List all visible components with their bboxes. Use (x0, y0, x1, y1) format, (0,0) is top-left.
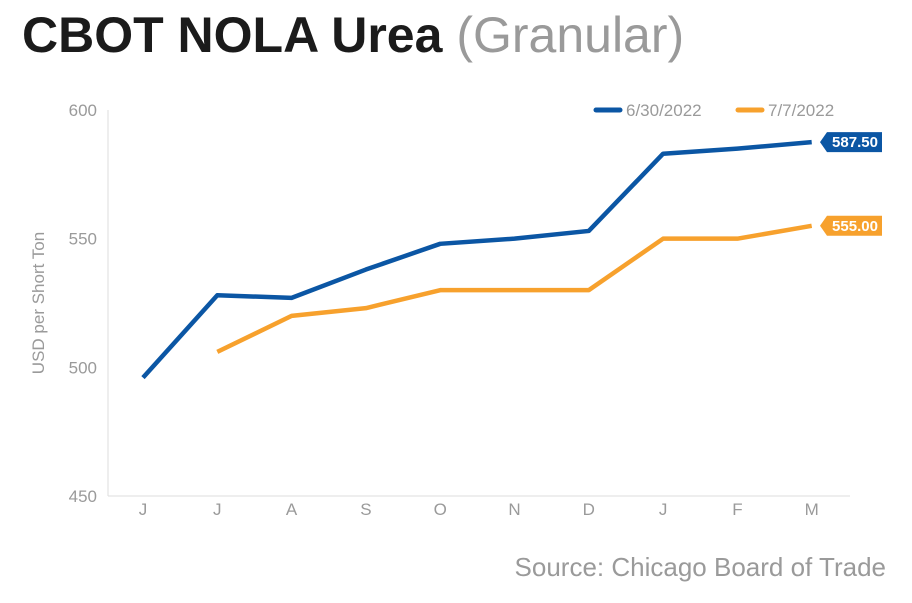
legend-label: 6/30/2022 (626, 101, 702, 120)
x-tick-label: A (286, 500, 298, 519)
x-tick-label: J (139, 500, 148, 519)
y-tick-label: 550 (69, 230, 97, 249)
series-line (141, 139, 812, 380)
x-tick-label: J (213, 500, 222, 519)
source-note: Source: Chicago Board of Trade (514, 552, 886, 582)
x-tick-label: N (508, 500, 520, 519)
y-tick-label: 450 (69, 487, 97, 506)
x-tick-label: J (659, 500, 668, 519)
end-value-tag (820, 132, 882, 153)
series-line (216, 223, 813, 354)
end-value-label: 555.00 (832, 218, 878, 235)
x-tick-label: D (583, 500, 595, 519)
x-tick-label: S (360, 500, 371, 519)
y-axis-label: USD per Short Ton (29, 232, 48, 374)
x-tick-label: F (732, 500, 742, 519)
y-tick-label: 600 (69, 101, 97, 120)
title-main: CBOT NOLA Urea (22, 7, 443, 63)
end-value-tag (820, 215, 882, 236)
x-tick-label: M (805, 500, 819, 519)
x-tick-label: O (434, 500, 447, 519)
chart-title: CBOT NOLA Urea (Granular) (22, 6, 684, 64)
end-value-label: 587.50 (832, 134, 878, 151)
legend-label: 7/7/2022 (768, 101, 834, 120)
y-tick-label: 500 (69, 358, 97, 377)
title-sub: (Granular) (456, 7, 685, 63)
